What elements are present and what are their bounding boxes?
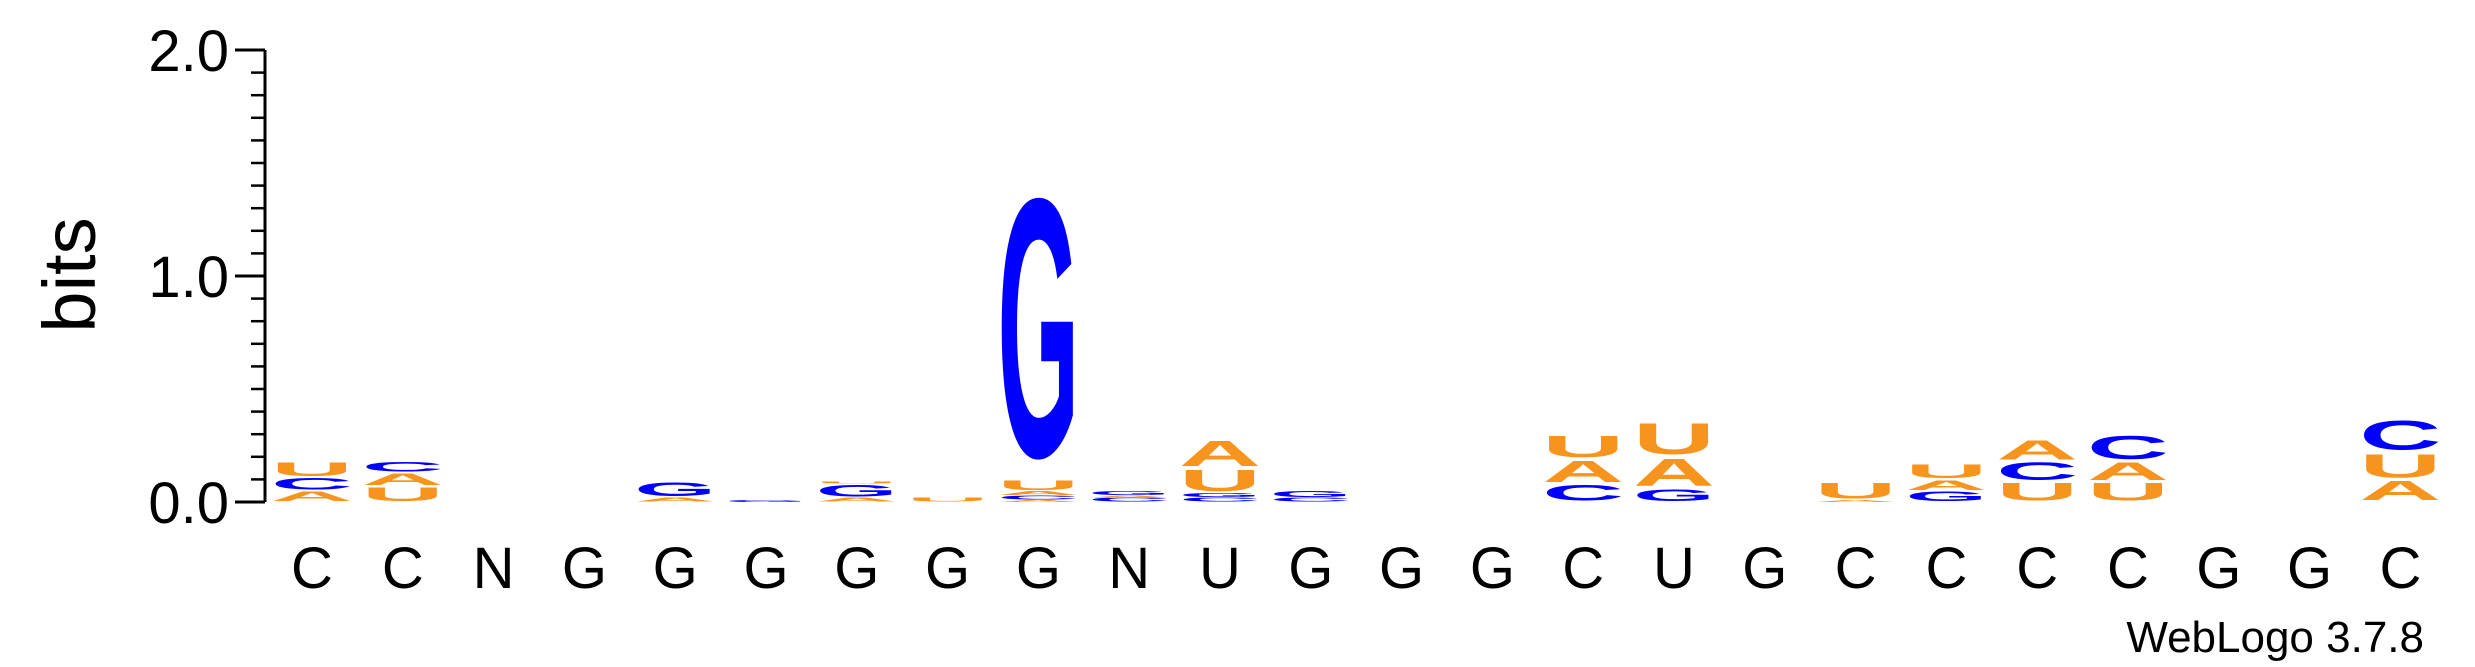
logo-letter-G: G bbox=[1270, 489, 1352, 498]
logo-letter-C: C bbox=[362, 459, 444, 475]
logo-letter-U: U bbox=[1179, 463, 1261, 497]
logo-letter-G: G bbox=[1088, 490, 1170, 496]
logo-letter-U: U bbox=[1815, 478, 1897, 503]
logo-letter-A: A bbox=[362, 470, 444, 489]
y-tick-label: 2.0 bbox=[148, 19, 229, 84]
x-tick-label: G bbox=[1016, 536, 1061, 601]
x-tick-label: C bbox=[1925, 536, 1967, 601]
logo-letter-C: C bbox=[1088, 497, 1170, 503]
x-tick-label: C bbox=[291, 536, 333, 601]
logo-letter-A: A bbox=[1996, 434, 2078, 466]
logo-letter-A: A bbox=[1179, 433, 1261, 474]
logo-letter-G: G bbox=[1179, 492, 1261, 498]
x-tick-label: G bbox=[834, 536, 879, 601]
x-tick-label: G bbox=[2287, 536, 2332, 601]
logo-letter-A: A bbox=[1542, 454, 1624, 488]
logo-letter-U: U bbox=[1996, 478, 2078, 506]
logo-letter-A: A bbox=[2359, 475, 2441, 507]
logo-letter-G: G bbox=[1905, 488, 1987, 504]
x-tick-label: U bbox=[1199, 536, 1241, 601]
logo-letter-G: G bbox=[634, 479, 716, 501]
logo-letter-U: U bbox=[1542, 429, 1624, 463]
logo-letter-C: C bbox=[1542, 481, 1624, 506]
x-tick-label: C bbox=[2379, 536, 2421, 601]
logo-letter-U: U bbox=[362, 483, 444, 505]
x-tick-label: G bbox=[653, 536, 698, 601]
logo-letter-A: A bbox=[816, 497, 898, 503]
logo-letter-A: A bbox=[271, 489, 353, 505]
logo-letter-U: U bbox=[271, 458, 353, 480]
logo-letter-A: A bbox=[997, 499, 1079, 502]
y-axis-label: bits bbox=[28, 217, 111, 332]
logo-letter-U: U bbox=[907, 497, 989, 503]
x-tick-label: C bbox=[382, 536, 424, 601]
logo-letter-U: U bbox=[997, 477, 1079, 493]
x-tick-label: C bbox=[2107, 536, 2149, 601]
logo-letter-A: A bbox=[2087, 458, 2169, 486]
x-tick-label: U bbox=[1653, 536, 1695, 601]
logo-letter-G: G bbox=[1633, 486, 1715, 505]
logo-letter-A: A bbox=[1815, 499, 1897, 502]
logo-letter-C: C bbox=[2359, 412, 2441, 459]
logo-letter-C: C bbox=[271, 475, 353, 494]
y-tick-label: 0.0 bbox=[148, 471, 229, 536]
logo-letter-U: U bbox=[1905, 461, 1987, 483]
x-tick-label: G bbox=[743, 536, 788, 601]
logo-letter-C: C bbox=[997, 494, 1079, 500]
logo-letter-A: A bbox=[1633, 450, 1715, 494]
logo-letter-A: A bbox=[1088, 495, 1170, 498]
logo-letter-C: C bbox=[1270, 497, 1352, 503]
logo-letter-C: C bbox=[1996, 458, 2078, 486]
logo-letter-G: G bbox=[725, 499, 807, 502]
y-tick-label: 1.0 bbox=[148, 245, 229, 310]
logo-letter-A: A bbox=[634, 497, 716, 503]
logo-letter-C: C bbox=[2087, 429, 2169, 467]
logo-letter-U: U bbox=[816, 481, 898, 484]
y-axis: 0.0 1.0 2.0 bbox=[148, 19, 267, 536]
weblogo-credit: WebLogo 3.7.8 bbox=[2126, 613, 2424, 662]
logo-letter-U: U bbox=[2359, 447, 2441, 485]
logo-letter-C: C bbox=[1179, 497, 1261, 503]
x-tick-label: N bbox=[1108, 536, 1150, 601]
x-tick-label: C bbox=[2016, 536, 2058, 601]
x-tick-label: G bbox=[562, 536, 607, 601]
logo-letter-U: U bbox=[2087, 478, 2169, 506]
logo-letter-G: G bbox=[997, 121, 1079, 534]
logo-letter-U: U bbox=[1633, 414, 1715, 464]
logo-letter-A: A bbox=[997, 490, 1079, 496]
logo-letter-G: G bbox=[816, 481, 898, 500]
x-tick-label: G bbox=[1470, 536, 1515, 601]
x-tick-label: G bbox=[2196, 536, 2241, 601]
x-tick-label: G bbox=[1379, 536, 1424, 601]
x-tick-label: C bbox=[1835, 536, 1877, 601]
x-tick-label: C bbox=[1562, 536, 1604, 601]
x-tick-label: G bbox=[1288, 536, 1333, 601]
x-tick-label: N bbox=[473, 536, 515, 601]
logo-letter-A: A bbox=[1905, 477, 1987, 493]
x-tick-label: G bbox=[925, 536, 970, 601]
x-tick-label: G bbox=[1742, 536, 1787, 601]
